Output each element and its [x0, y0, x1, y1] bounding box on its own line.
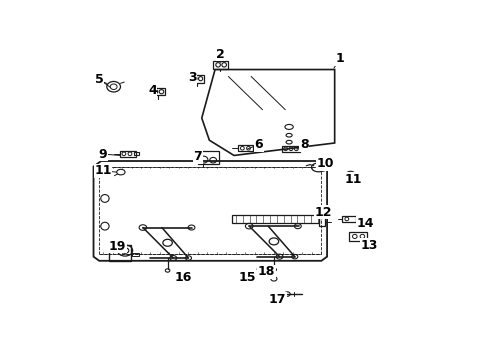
Text: 11: 11: [94, 164, 112, 177]
Text: 11: 11: [345, 172, 363, 185]
Bar: [132, 253, 140, 256]
Text: 18: 18: [258, 265, 275, 278]
Bar: [198, 151, 219, 164]
Bar: [120, 151, 136, 157]
Bar: [150, 88, 165, 95]
Text: 16: 16: [174, 271, 192, 284]
Text: 19: 19: [109, 240, 126, 253]
Bar: [213, 61, 227, 69]
Text: 17: 17: [269, 293, 287, 306]
Text: 4: 4: [148, 84, 157, 97]
Bar: [281, 146, 300, 152]
Text: 10: 10: [317, 157, 334, 170]
Text: 15: 15: [239, 271, 256, 284]
Text: 12: 12: [315, 206, 332, 219]
Bar: [232, 215, 319, 223]
Text: 14: 14: [356, 217, 374, 230]
Text: 8: 8: [300, 138, 309, 151]
Bar: [342, 216, 356, 222]
Text: 3: 3: [188, 71, 196, 84]
Text: 1: 1: [336, 52, 345, 65]
Text: 5: 5: [95, 73, 103, 86]
Bar: [318, 212, 325, 226]
Text: 13: 13: [360, 239, 377, 252]
Bar: [190, 75, 204, 82]
Text: 7: 7: [194, 150, 202, 163]
Bar: [109, 245, 131, 261]
Text: 6: 6: [254, 138, 263, 151]
Text: 2: 2: [217, 48, 225, 61]
Bar: [238, 145, 253, 151]
Bar: [349, 232, 368, 240]
Text: 9: 9: [98, 148, 107, 161]
